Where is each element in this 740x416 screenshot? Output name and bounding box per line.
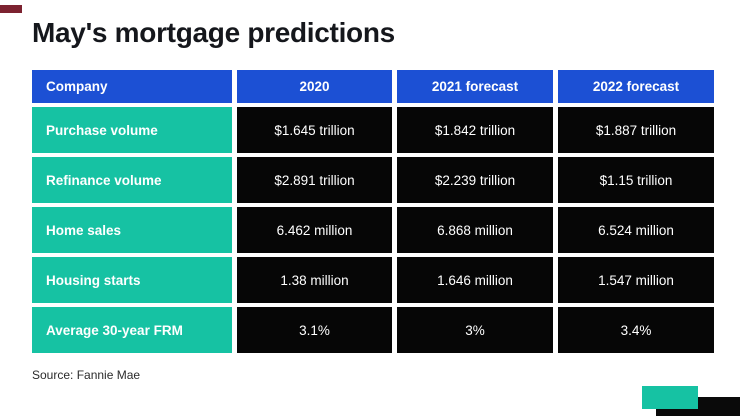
- top-left-accent-bar: [0, 5, 22, 13]
- value-cell: 3.4%: [558, 307, 714, 353]
- source-note: Source: Fannie Mae: [32, 368, 141, 382]
- row-label-home-sales: Home sales: [32, 207, 232, 253]
- page-title: May's mortgage predictions: [32, 17, 395, 48]
- column-header-company: Company: [32, 70, 232, 103]
- value-cell: $2.891 trillion: [237, 157, 392, 203]
- value-cell: 1.547 million: [558, 257, 714, 303]
- column-header-2020: 2020: [237, 70, 392, 103]
- row-label-purchase-volume: Purchase volume: [32, 107, 232, 153]
- value-cell: 1.646 million: [397, 257, 553, 303]
- mortgage-predictions-table: Company 2020 2021 forecast 2022 forecast…: [32, 70, 714, 353]
- bottom-right-accent-teal: [642, 386, 698, 409]
- column-header-2021-forecast: 2021 forecast: [397, 70, 553, 103]
- value-cell: $1.645 trillion: [237, 107, 392, 153]
- row-label-average-30-year-frm: Average 30-year FRM: [32, 307, 232, 353]
- value-cell: 1.38 million: [237, 257, 392, 303]
- row-label-housing-starts: Housing starts: [32, 257, 232, 303]
- row-label-refinance-volume: Refinance volume: [32, 157, 232, 203]
- column-header-2022-forecast: 2022 forecast: [558, 70, 714, 103]
- value-cell: 6.524 million: [558, 207, 714, 253]
- value-cell: $1.15 trillion: [558, 157, 714, 203]
- value-cell: 6.868 million: [397, 207, 553, 253]
- value-cell: 3.1%: [237, 307, 392, 353]
- value-cell: 6.462 million: [237, 207, 392, 253]
- value-cell: $1.887 trillion: [558, 107, 714, 153]
- value-cell: $1.842 trillion: [397, 107, 553, 153]
- value-cell: $2.239 trillion: [397, 157, 553, 203]
- value-cell: 3%: [397, 307, 553, 353]
